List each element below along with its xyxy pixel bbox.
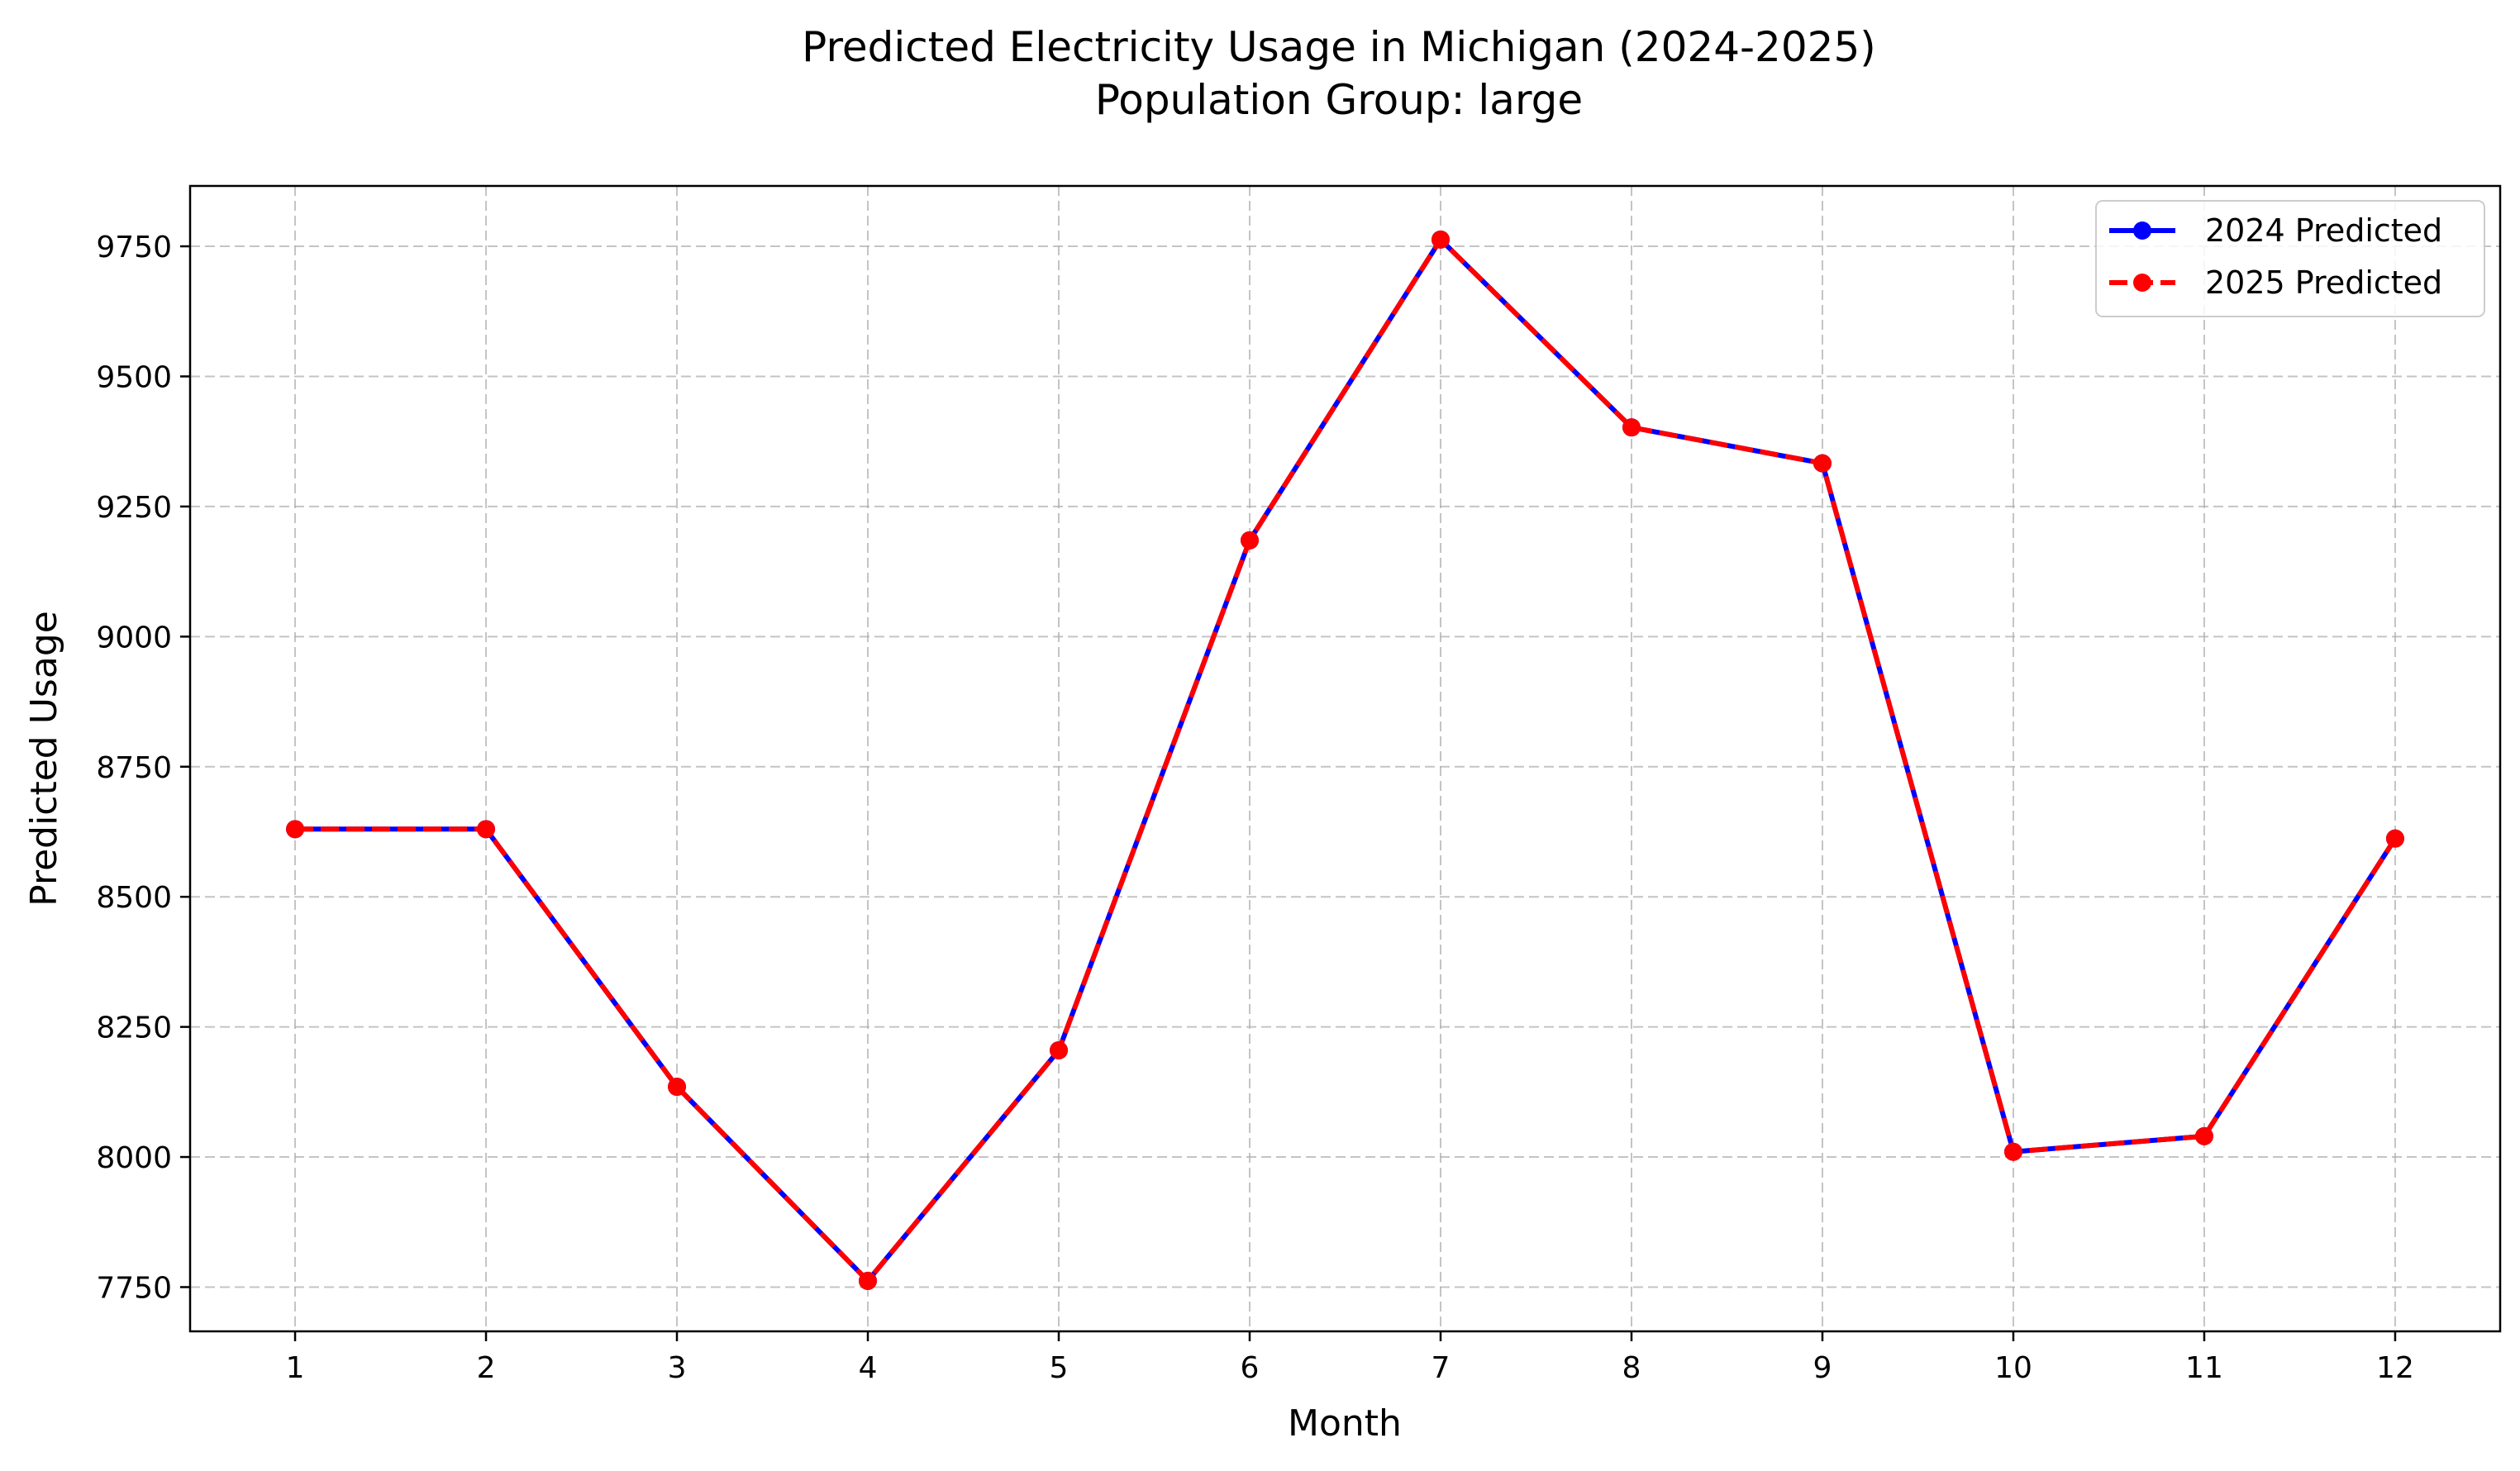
x-tick-label: 4 [859, 1351, 878, 1385]
series-line [295, 236, 2398, 1283]
data-point [1813, 454, 1832, 473]
x-tick-label: 12 [2376, 1351, 2414, 1385]
data-point [1622, 418, 1641, 437]
y-tick-label: 7750 [96, 1271, 172, 1305]
legend-marker-2024 [2133, 221, 2151, 240]
data-point [668, 1078, 687, 1097]
data-point [477, 820, 496, 839]
data-point [2385, 829, 2404, 848]
data-point [859, 1271, 878, 1290]
plot-area-frame [188, 184, 2502, 1333]
x-tick-label: 6 [1241, 1351, 1260, 1385]
y-tick-label: 9500 [96, 360, 172, 394]
y-tick-label: 9250 [96, 491, 172, 525]
legend-frame [2095, 200, 2485, 317]
y-axis-label: Predicted Usage [23, 611, 65, 907]
x-tick-label: 10 [1994, 1351, 2032, 1385]
legend-label-2024: 2024 Predicted [2205, 212, 2442, 249]
data-point [1431, 230, 1450, 249]
chart-title: Predicted Electricity Usage in Michigan … [802, 23, 1876, 71]
y-tick-label: 8250 [96, 1012, 172, 1045]
y-tick-label: 9750 [96, 231, 172, 264]
x-tick-label: 7 [1431, 1351, 1451, 1385]
data-point [2003, 1142, 2022, 1161]
x-tick-label: 8 [1622, 1351, 1641, 1385]
data-point [286, 820, 305, 839]
x-tick-label: 11 [2185, 1351, 2223, 1385]
x-axis-label: Month [1288, 1402, 1402, 1445]
y-tick-label: 9000 [96, 621, 172, 655]
y-tick-label: 8500 [96, 881, 172, 915]
x-tick-label: 1 [286, 1351, 305, 1385]
legend-label-2025: 2025 Predicted [2205, 264, 2442, 301]
legend: 2024 Predicted 2025 Predicted [2095, 200, 2485, 317]
chart-subtitle: Population Group: large [1095, 76, 1583, 124]
data-point [1241, 531, 1260, 550]
y-tick-label: 8000 [96, 1141, 172, 1175]
axis-ticks: 1 2 3 4 5 6 7 8 9 10 11 127750800082508500875090009… [96, 231, 2413, 1385]
series-group [286, 230, 2404, 1290]
legend-marker-2025 [2133, 274, 2151, 292]
y-tick-label: 8750 [96, 751, 172, 785]
data-point [2194, 1126, 2213, 1145]
x-tick-label: 2 [477, 1351, 496, 1385]
x-tick-label: 5 [1050, 1351, 1069, 1385]
x-tick-label: 9 [1813, 1351, 1832, 1385]
series-2025-predicted [286, 230, 2404, 1290]
x-tick-label: 3 [668, 1351, 687, 1385]
data-point [1050, 1040, 1069, 1059]
